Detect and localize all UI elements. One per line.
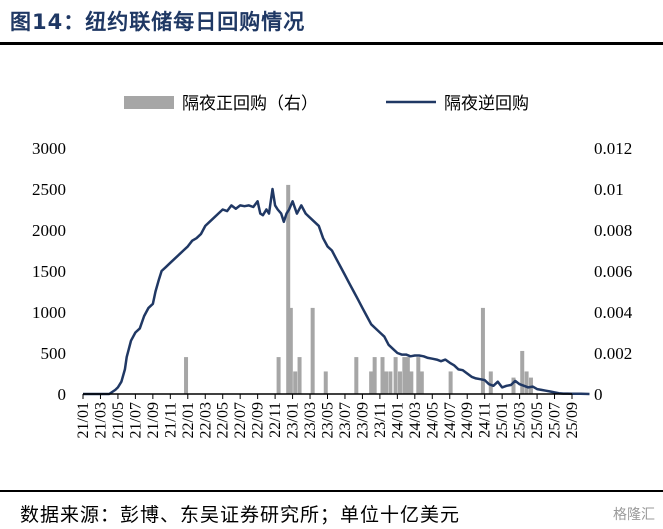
line-series — [83, 187, 590, 396]
x-tick-label: 22/09 — [250, 402, 267, 438]
source-note: 数据来源：彭博、东吴证券研究所；单位十亿美元 — [20, 504, 461, 526]
x-tick-label: 24/03 — [407, 402, 424, 438]
x-tick-label: 23/11 — [372, 402, 389, 438]
watermark: 格隆汇 — [613, 507, 655, 523]
y-left-tick-label: 500 — [41, 344, 67, 363]
x-tick-label: 22/03 — [197, 402, 214, 438]
bar — [402, 357, 407, 394]
bar — [480, 307, 485, 394]
bar — [297, 357, 302, 394]
bottom-divider — [0, 490, 663, 492]
bar — [511, 377, 516, 394]
y-left-tick-label: 0 — [58, 385, 67, 404]
bar — [524, 371, 529, 394]
x-tick-label: 23/01 — [285, 402, 302, 438]
x-tick-label: 24/05 — [424, 402, 441, 438]
y-right-tick-label: 0 — [594, 385, 603, 404]
bar — [323, 371, 328, 394]
x-tick-label: 23/03 — [302, 402, 319, 438]
x-tick-label: 21/01 — [75, 402, 92, 438]
y-right-tick-label: 0.006 — [594, 262, 632, 281]
x-tick-label: 23/07 — [337, 402, 354, 438]
bar — [405, 357, 410, 394]
bar — [488, 371, 493, 394]
chart-legend: 隔夜正回购（右） 隔夜逆回购 — [124, 94, 529, 113]
y-right-tick-label: 0.012 — [594, 139, 632, 158]
x-tick-label: 25/09 — [564, 402, 581, 438]
x-tick-label: 23/09 — [354, 402, 371, 438]
y-axis-right: 0 0.002 0.004 0.006 0.008 0.01 0.012 — [594, 139, 633, 404]
bar — [388, 371, 393, 394]
x-tick-label: 23/05 — [320, 402, 337, 438]
bar — [354, 357, 359, 394]
x-axis: 21/01 21/03 21/05 21/07 21/09 21/11 22/01 22/03… — [75, 393, 581, 438]
legend-bar-swatch — [124, 96, 174, 109]
y-axis-left: 0 500 1000 1500 2000 2500 3000 — [32, 139, 66, 404]
bar — [520, 350, 525, 394]
page-title: 图14：纽约联储每日回购情况 — [10, 10, 306, 34]
bar — [310, 307, 315, 394]
y-right-tick-label: 0.002 — [594, 344, 632, 363]
y-left-tick-label: 2500 — [32, 180, 66, 199]
legend-bar-label: 隔夜正回购（右） — [182, 94, 318, 113]
y-left-tick-label: 1500 — [32, 262, 66, 281]
x-tick-label: 24/11 — [477, 402, 494, 438]
bar — [397, 371, 402, 394]
bar — [380, 357, 385, 394]
y-left-tick-label: 2000 — [32, 221, 66, 240]
x-tick-label: 24/01 — [389, 402, 406, 438]
bar — [393, 357, 398, 394]
x-tick-label: 21/09 — [145, 402, 162, 438]
x-tick-label: 21/03 — [92, 402, 109, 438]
x-tick-label: 24/09 — [459, 402, 476, 438]
top-divider — [0, 42, 663, 45]
x-tick-label: 21/05 — [110, 402, 127, 438]
x-tick-label: 22/07 — [232, 402, 249, 438]
bar — [293, 371, 298, 394]
bar — [372, 357, 377, 394]
y-right-tick-label: 0.008 — [594, 221, 632, 240]
x-tick-label: 24/07 — [442, 402, 459, 438]
bar — [286, 184, 291, 394]
bar — [288, 307, 293, 394]
y-left-tick-label: 1000 — [32, 303, 66, 322]
x-tick-label: 22/11 — [267, 402, 284, 438]
x-tick-label: 25/01 — [494, 402, 511, 438]
bar-series — [184, 184, 533, 394]
bar — [419, 371, 424, 394]
x-tick-label: 21/07 — [127, 402, 144, 438]
x-tick-label: 25/03 — [512, 402, 529, 438]
bar — [448, 371, 453, 394]
x-tick-label: 22/01 — [180, 402, 197, 438]
bar — [276, 357, 281, 394]
bar — [416, 357, 421, 394]
y-right-tick-label: 0.004 — [594, 303, 633, 322]
x-tick-label: 22/05 — [215, 402, 232, 438]
x-tick-label: 21/11 — [162, 402, 179, 438]
y-right-tick-label: 0.01 — [594, 180, 624, 199]
bar — [184, 357, 189, 394]
chart: 隔夜正回购（右） 隔夜逆回购 050010001500200025003000 … — [32, 94, 633, 438]
bar — [409, 371, 414, 394]
x-tick-label: 25/07 — [547, 402, 564, 438]
legend-line-label: 隔夜逆回购 — [444, 94, 529, 113]
bar — [369, 371, 374, 394]
bar — [384, 371, 389, 394]
y-left-tick-label: 3000 — [32, 139, 66, 158]
x-tick-label: 25/05 — [529, 402, 546, 438]
